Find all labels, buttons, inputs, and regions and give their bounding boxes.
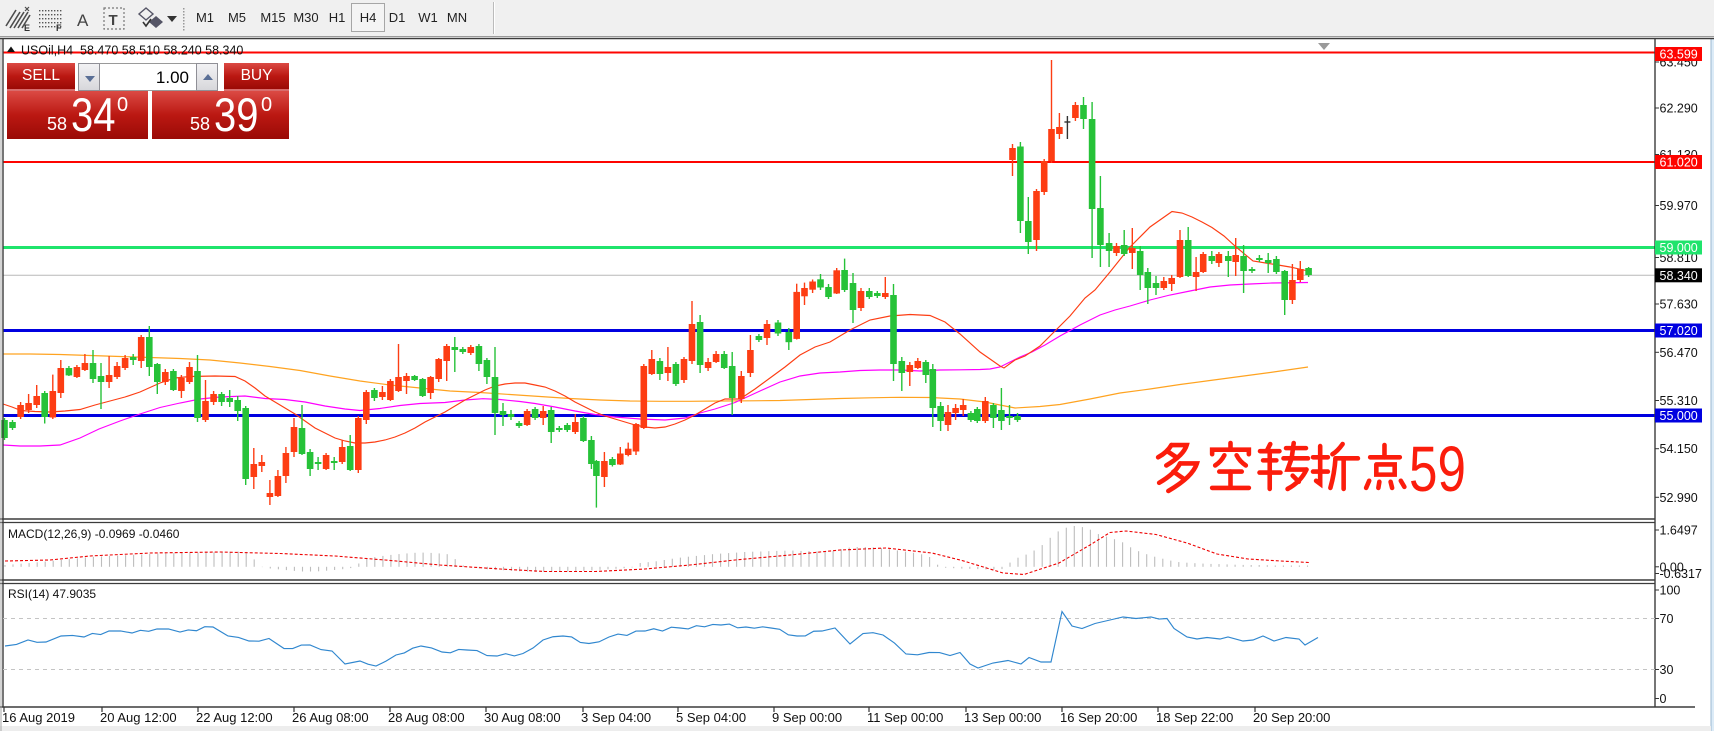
svg-text:16 Sep 20:00: 16 Sep 20:00: [1060, 710, 1137, 725]
svg-text:F: F: [56, 23, 62, 33]
svg-text:USOil,H4 58.470 58.510 58.240: USOil,H4 58.470 58.510 58.240 58.340: [21, 44, 243, 58]
svg-text:1.6497: 1.6497: [1660, 524, 1698, 538]
svg-text:57.630: 57.630: [1660, 298, 1698, 312]
svg-text:56.470: 56.470: [1660, 346, 1698, 360]
svg-text:52.990: 52.990: [1660, 491, 1698, 505]
svg-text:11 Sep 00:00: 11 Sep 00:00: [867, 710, 943, 725]
svg-text:0.00: 0.00: [1660, 560, 1684, 574]
svg-text:100: 100: [1660, 584, 1681, 598]
svg-text:20 Sep 20:00: 20 Sep 20:00: [1253, 710, 1330, 725]
svg-text:62.290: 62.290: [1660, 102, 1698, 116]
svg-text:55.310: 55.310: [1660, 394, 1698, 408]
svg-text:70: 70: [1660, 612, 1674, 626]
svg-text:30 Aug 08:00: 30 Aug 08:00: [484, 710, 561, 725]
svg-text:18 Sep 22:00: 18 Sep 22:00: [1156, 710, 1233, 725]
svg-text:T: T: [109, 12, 118, 29]
svg-text:16 Aug 2019: 16 Aug 2019: [2, 710, 75, 725]
svg-text:3 Sep 04:00: 3 Sep 04:00: [581, 710, 651, 725]
svg-text:22 Aug 12:00: 22 Aug 12:00: [196, 710, 273, 725]
svg-text:30: 30: [1660, 663, 1674, 677]
svg-text:63.599: 63.599: [1660, 48, 1698, 62]
svg-text:61.020: 61.020: [1660, 156, 1698, 170]
svg-text:9 Sep 00:00: 9 Sep 00:00: [772, 710, 842, 725]
svg-text:5 Sep 04:00: 5 Sep 04:00: [676, 710, 746, 725]
svg-text:55.000: 55.000: [1660, 409, 1698, 423]
svg-text:-0.6317: -0.6317: [1660, 567, 1702, 581]
svg-text:A: A: [77, 11, 89, 30]
svg-text:13 Sep 00:00: 13 Sep 00:00: [964, 710, 1041, 725]
svg-text:54.150: 54.150: [1660, 442, 1698, 456]
svg-text:58.340: 58.340: [1660, 269, 1698, 283]
svg-text:26 Aug 08:00: 26 Aug 08:00: [292, 710, 369, 725]
svg-text:20 Aug 12:00: 20 Aug 12:00: [100, 710, 177, 725]
svg-text:RSI(14) 47.9035: RSI(14) 47.9035: [8, 587, 96, 601]
svg-text:59.970: 59.970: [1660, 199, 1698, 213]
svg-text:59.000: 59.000: [1660, 241, 1698, 255]
svg-text:0: 0: [1660, 692, 1667, 706]
svg-text:59: 59: [1409, 435, 1466, 506]
svg-text:57.020: 57.020: [1660, 324, 1698, 338]
svg-text:28 Aug 08:00: 28 Aug 08:00: [388, 710, 465, 725]
svg-text:E: E: [24, 23, 30, 33]
svg-text:MACD(12,26,9) -0.0969 -0.0460: MACD(12,26,9) -0.0969 -0.0460: [8, 527, 180, 541]
